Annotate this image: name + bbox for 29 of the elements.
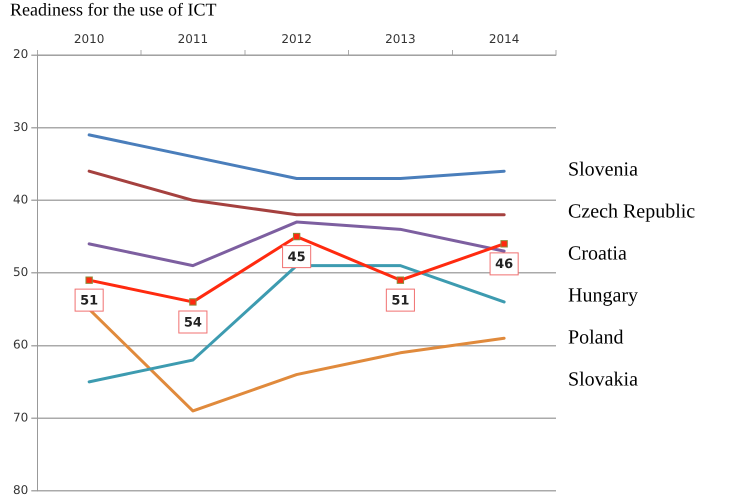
y-tick-label: 20 <box>12 47 28 62</box>
point <box>85 276 93 284</box>
x-tick-label: 2013 <box>385 32 416 46</box>
data-label: 45 <box>288 250 306 265</box>
text: Croatia <box>568 242 627 264</box>
y-tick-label: 40 <box>12 192 28 206</box>
x-tick-label: 2012 <box>281 32 312 46</box>
y-tick-label: 70 <box>12 410 28 424</box>
text: Poland <box>568 326 624 348</box>
data-label: 51 <box>80 294 98 309</box>
text: Slovakia <box>568 368 638 390</box>
y-tick-label: 30 <box>12 120 28 134</box>
y-tick-label: 50 <box>12 265 28 280</box>
point <box>396 276 404 284</box>
point <box>500 240 508 248</box>
y-tick-label: 60 <box>12 338 28 352</box>
point <box>189 298 197 306</box>
data-label: 54 <box>184 315 202 330</box>
chart-title: Readiness for the use of ICT <box>10 0 216 20</box>
text: Slovenia <box>568 158 638 180</box>
point <box>292 232 300 240</box>
y-tick-label: 80 <box>12 482 28 497</box>
x-tick-label: 2011 <box>178 32 208 46</box>
text: Czech Republic <box>568 200 696 222</box>
x-tick-label: 2014 <box>488 32 520 46</box>
text: Hungary <box>568 284 638 306</box>
data-label: 51 <box>391 294 410 309</box>
data-label: 46 <box>495 257 514 272</box>
x-tick-label: 2010 <box>74 32 104 46</box>
